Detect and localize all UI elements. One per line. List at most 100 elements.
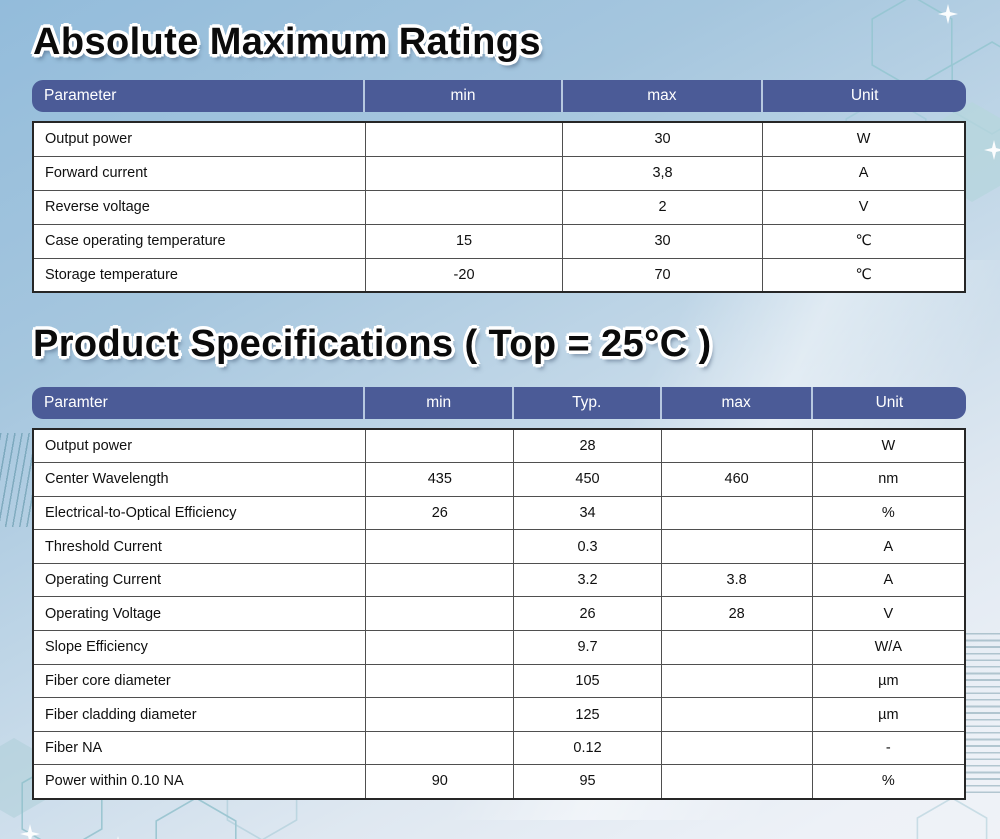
value-cell: 70 — [561, 257, 764, 293]
value-cell: 3.2 — [513, 562, 662, 598]
column-header-max: max — [662, 387, 813, 419]
value-cell: 28 — [660, 596, 813, 632]
value-cell — [365, 189, 563, 225]
column-header-min: min — [365, 80, 563, 112]
absolute-maximum-ratings-table: Output power 30 W Forward current 3,8 A Revers… — [32, 121, 966, 293]
value-cell: ℃ — [762, 223, 966, 259]
parameter-cell: Electrical-to-Optical Efficiency — [32, 495, 367, 531]
product-specifications-table: Output power 28 W Center Wavelength 435 450 46… — [32, 428, 966, 800]
column-header-unit: Unit — [875, 394, 904, 411]
table-row: Electrical-to-Optical Efficiency 26 34% — [32, 495, 966, 531]
value-cell — [365, 428, 515, 464]
value-cell: ℃ — [762, 257, 966, 293]
value-cell: 105 — [513, 663, 662, 699]
value-cell: 15 — [365, 223, 563, 259]
section-title-absolute-maximum-ratings: Absolute Maximum Ratings — [33, 21, 541, 63]
section-title-product-specifications: Product Specifications ( Top = 25°C ) — [33, 323, 712, 365]
value-cell: 95 — [513, 764, 662, 800]
value-cell: 2 — [561, 189, 764, 225]
value-cell: 0.3 — [513, 529, 662, 564]
value-cell — [365, 155, 563, 191]
value-cell — [365, 663, 515, 699]
parameter-cell: Operating Current — [32, 562, 367, 598]
value-cell — [660, 697, 813, 732]
column-header-parameter: Parameter — [32, 80, 366, 112]
value-cell — [365, 529, 515, 564]
value-cell — [365, 630, 515, 665]
value-cell: W — [811, 428, 966, 464]
table-row: Fiber NA 0.12 - — [32, 730, 966, 766]
value-cell — [660, 663, 813, 699]
value-cell: µm — [811, 663, 966, 699]
value-cell — [660, 764, 813, 800]
value-cell: V — [762, 189, 966, 225]
value-cell — [660, 428, 813, 464]
parameter-cell: Fiber NA — [32, 730, 367, 766]
column-header-min: min — [365, 387, 514, 419]
table-row: Case operating temperature 15 30 ℃ — [32, 223, 966, 259]
value-cell: A — [811, 562, 966, 598]
parameter-cell: Output power — [32, 121, 367, 157]
table-row: Slope Efficiency 9.7 W/A — [32, 630, 966, 665]
value-cell — [660, 495, 813, 531]
value-cell — [660, 630, 813, 665]
value-cell: % — [811, 764, 966, 800]
value-cell: 26 — [365, 495, 515, 531]
value-cell — [365, 730, 515, 766]
parameter-cell: Case operating temperature — [32, 223, 367, 259]
table-row: Fiber cladding diameter 125 µm — [32, 697, 966, 732]
table-row: Fiber core diameter 105 µm — [32, 663, 966, 699]
value-cell: 3.8 — [660, 562, 813, 598]
value-cell — [660, 730, 813, 766]
column-header-unit: Unit — [850, 87, 879, 104]
value-cell: A — [762, 155, 966, 191]
table-row: Storage temperature -20 70 ℃ — [32, 257, 966, 293]
value-cell: 125 — [513, 697, 662, 732]
parameter-cell: Fiber core diameter — [32, 663, 367, 699]
parameter-cell: Slope Efficiency — [32, 630, 367, 665]
value-cell: 30 — [561, 121, 764, 157]
value-cell: V — [811, 596, 966, 632]
value-cell — [660, 529, 813, 564]
table-row: Output power 30 W — [32, 121, 966, 157]
column-header-max: max — [563, 80, 764, 112]
table-row: Threshold Current 0.3 A — [32, 529, 966, 564]
value-cell — [365, 562, 515, 598]
column-header-typ-: Typ. — [514, 387, 662, 419]
value-cell: W/A — [811, 630, 966, 665]
table-row: Power within 0.10 NA 90 95% — [32, 764, 966, 800]
table-row: Operating Voltage 26 28 V — [32, 596, 966, 632]
parameter-cell: Output power — [32, 428, 367, 464]
value-cell: 9.7 — [513, 630, 662, 665]
value-cell: 28 — [513, 428, 662, 464]
value-cell: 3,8 — [561, 155, 764, 191]
value-cell: W — [762, 121, 966, 157]
parameter-cell: Storage temperature — [32, 257, 367, 293]
table-row: Reverse voltage 2 V — [32, 189, 966, 225]
parameter-cell: Reverse voltage — [32, 189, 367, 225]
table-row: Output power 28 W — [32, 428, 966, 464]
value-cell: % — [811, 495, 966, 531]
parameter-cell: Threshold Current — [32, 529, 367, 564]
parameter-cell: Power within 0.10 NA — [32, 764, 367, 800]
table1-header-row: Parameter min max Unit — [32, 80, 966, 112]
value-cell: nm — [811, 462, 966, 497]
value-cell: 435 — [365, 462, 515, 497]
value-cell: 30 — [561, 223, 764, 259]
value-cell: 460 — [660, 462, 813, 497]
value-cell: 90 — [365, 764, 515, 800]
value-cell: -20 — [365, 257, 563, 293]
table-row: Operating Current 3.2 3.8 A — [32, 562, 966, 598]
parameter-cell: Operating Voltage — [32, 596, 367, 632]
value-cell: µm — [811, 697, 966, 732]
value-cell — [365, 697, 515, 732]
value-cell: A — [811, 529, 966, 564]
table-row: Center Wavelength 435 450 460 nm — [32, 462, 966, 497]
column-header-paramter: Paramter — [32, 387, 366, 419]
parameter-cell: Forward current — [32, 155, 367, 191]
value-cell: 0.12 — [513, 730, 662, 766]
value-cell — [365, 596, 515, 632]
parameter-cell: Center Wavelength — [32, 462, 367, 497]
parameter-cell: Fiber cladding diameter — [32, 697, 367, 732]
table2-header-row: Paramter min Typ. max Unit — [32, 387, 966, 419]
